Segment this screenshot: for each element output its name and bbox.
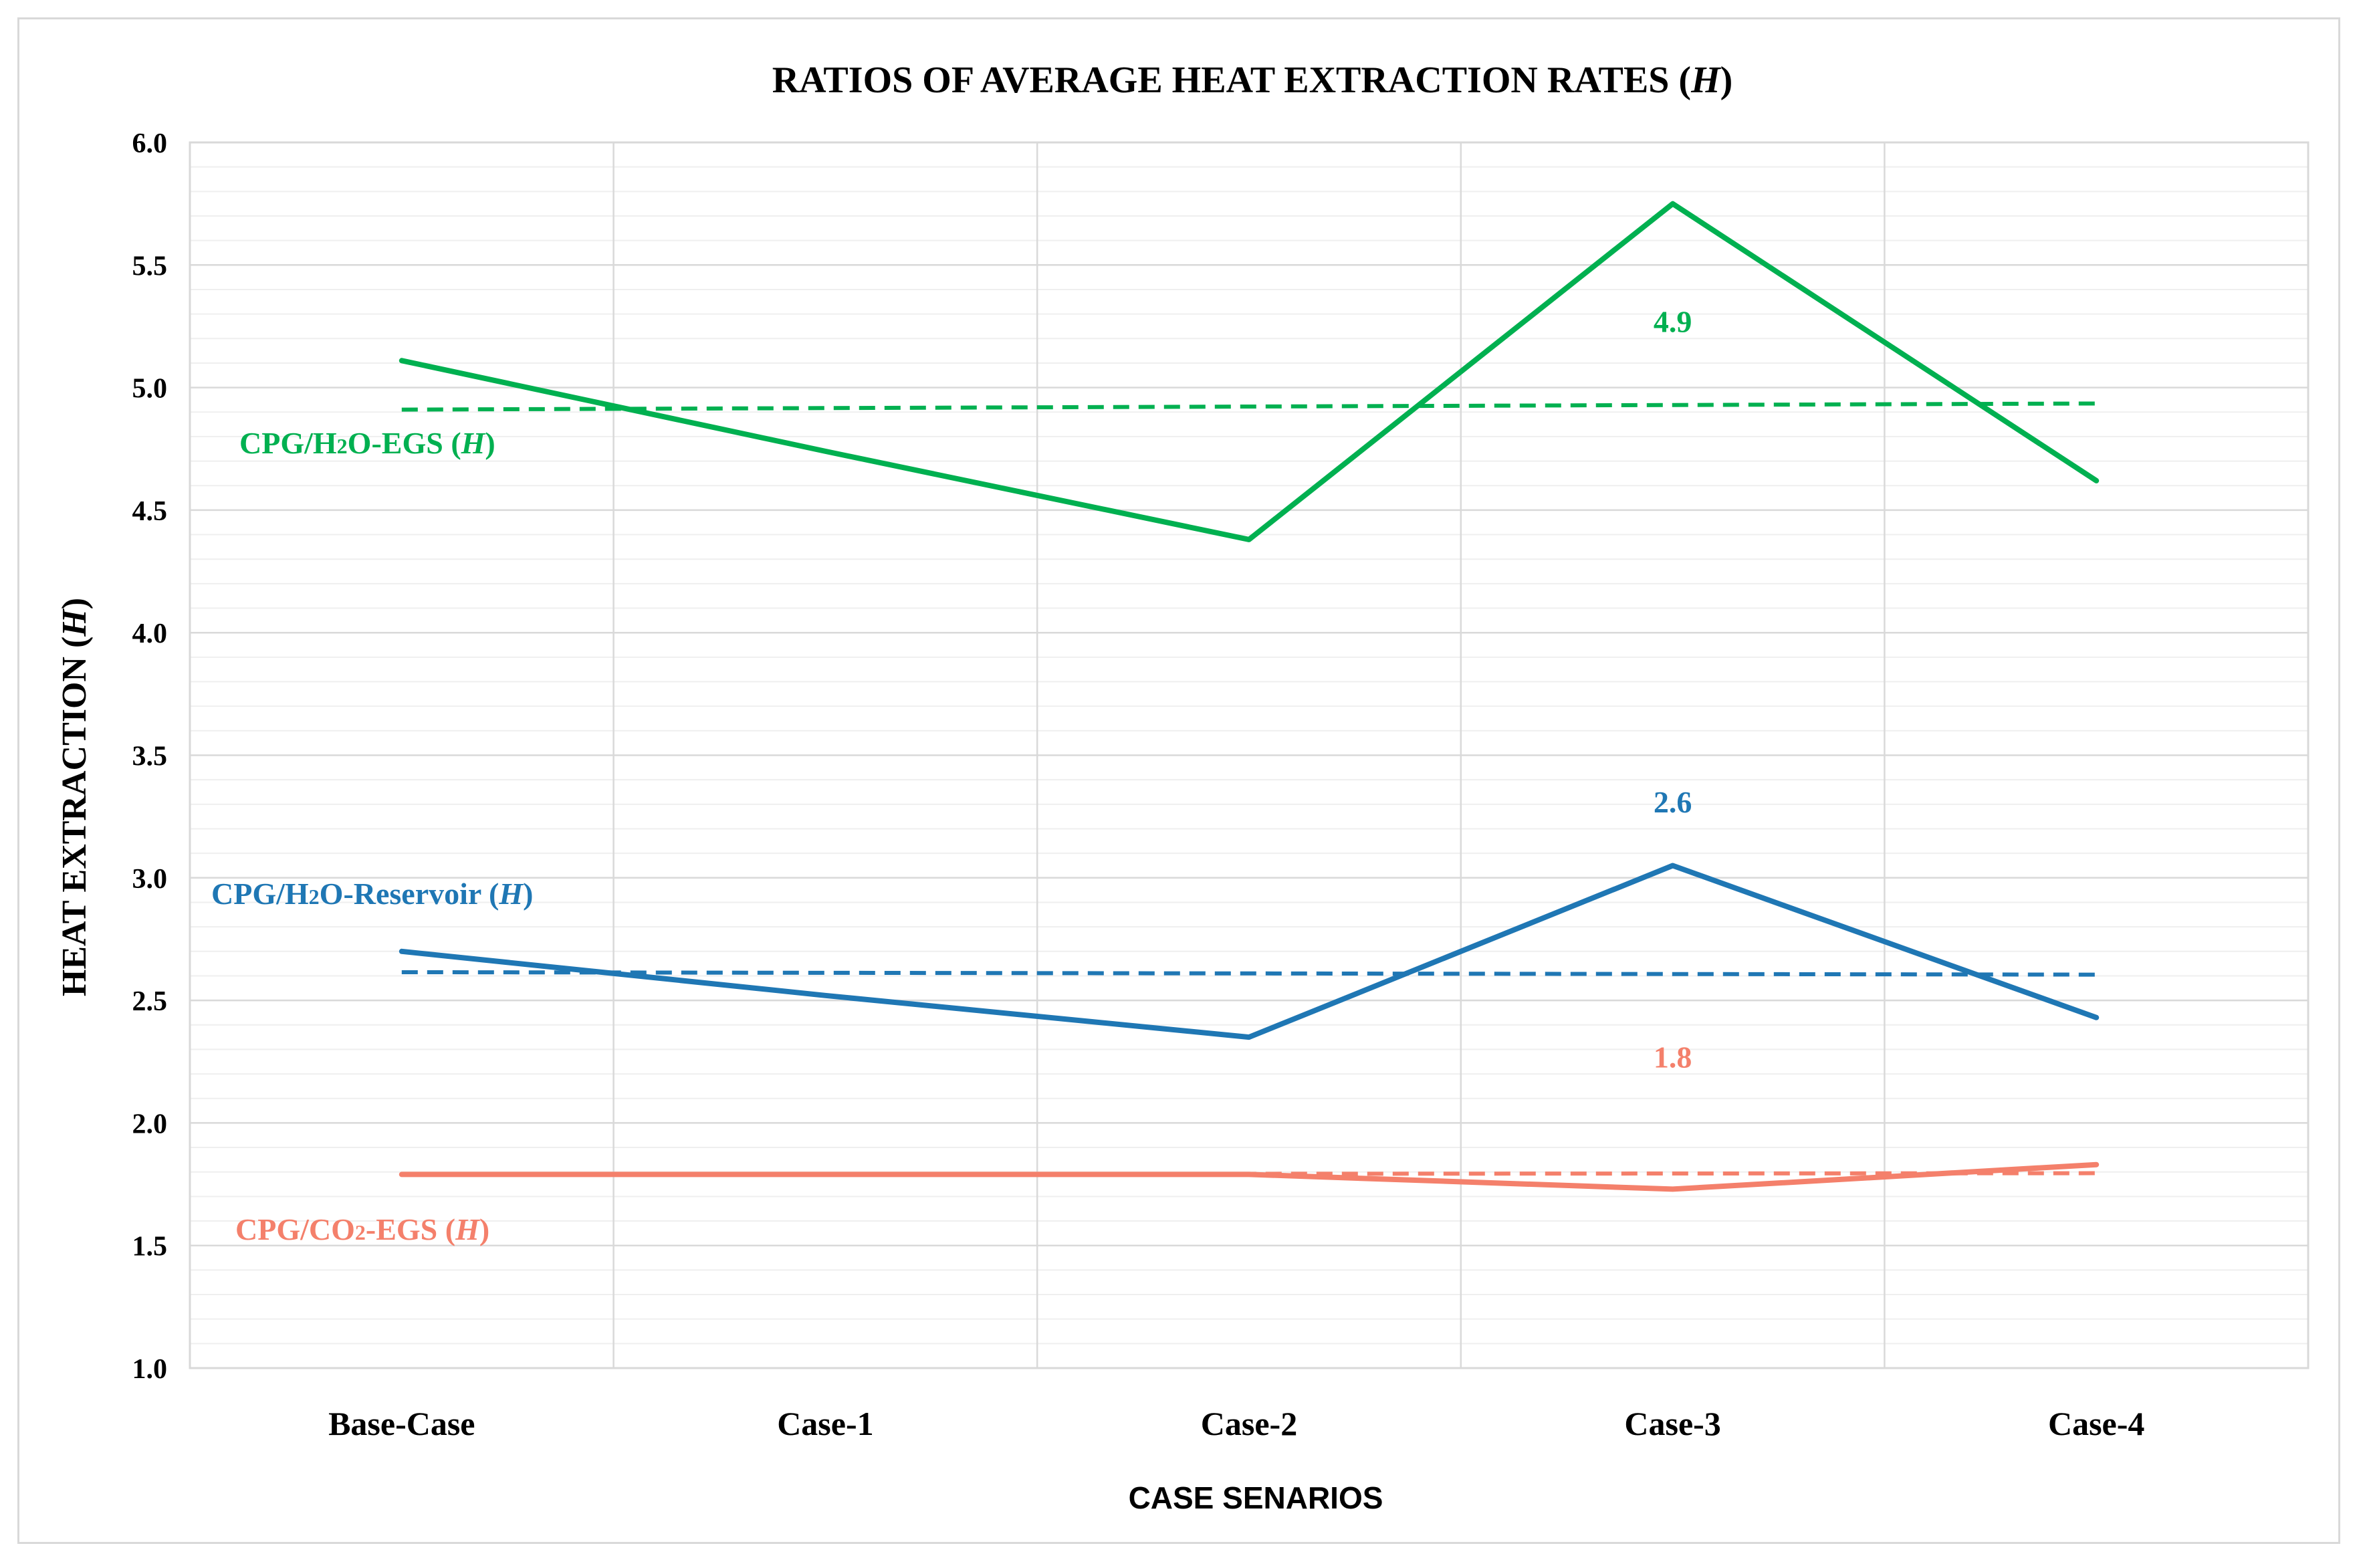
annotation-h2o_reservoir: 2.6 <box>1654 785 1692 819</box>
series-label-h2o_reservoir: CPG/H2O-Reservoir (H) <box>211 877 533 911</box>
x-tick-label: Case-4 <box>2048 1405 2144 1442</box>
y-tick-label: 6.0 <box>132 128 168 159</box>
series-line-h2o_egs <box>399 201 2100 542</box>
y-tick-label: 1.5 <box>132 1232 168 1262</box>
y-tick-label: 5.0 <box>132 374 168 405</box>
annotation-co2_egs: 1.8 <box>1654 1040 1692 1074</box>
x-tick-label: Base-Case <box>328 1405 475 1442</box>
major-gridlines <box>190 141 2308 1369</box>
y-tick-label: 4.0 <box>132 619 168 649</box>
y-axis-title: HEAT EXTRACTION (H) <box>55 598 94 996</box>
chart-title: RATIOS OF AVERAGE HEAT EXTRACTION RATES … <box>772 60 1733 101</box>
plot-area-border <box>189 141 2310 1369</box>
y-tick-label: 1.0 <box>132 1354 168 1385</box>
series-labels: CPG/H2O-EGS (H) CPG/H2O-Reservoir (H) CPG/… <box>211 426 533 1246</box>
y-tick-label: 5.5 <box>132 251 168 282</box>
annotations: 4.9 2.6 1.8 <box>1654 305 1692 1075</box>
y-tick-label: 3.5 <box>132 742 168 772</box>
y-axis-ticks: 1.0 1.5 2.0 2.5 3.0 3.5 4.0 4.5 5.0 5.5 6.0 <box>132 128 168 1385</box>
trendlines <box>401 401 2097 1177</box>
y-tick-label: 2.0 <box>132 1109 168 1139</box>
series-label-co2_egs: CPG/CO2-EGS (H) <box>235 1212 489 1246</box>
series-line-co2_egs <box>399 1161 2100 1192</box>
x-tick-label: Case-1 <box>777 1405 873 1442</box>
x-axis-title: CASE SENARIOS <box>1129 1480 1383 1515</box>
y-tick-label: 2.5 <box>132 986 168 1017</box>
x-tick-label: Case-2 <box>1201 1405 1297 1442</box>
chart-frame <box>17 17 2340 1544</box>
series-lines <box>399 201 2100 1192</box>
y-tick-label: 3.0 <box>132 864 168 895</box>
x-axis-ticks: Base-Case Case-1 Case-2 Case-3 Case-4 <box>328 1405 2144 1442</box>
trendline-h2o_reservoir <box>401 970 2097 977</box>
plot-area <box>189 141 2310 1369</box>
x-tick-label: Case-3 <box>1624 1405 1720 1442</box>
annotation-h2o_egs: 4.9 <box>1654 305 1692 339</box>
trendline-h2o_egs <box>401 401 2097 412</box>
series-label-h2o_egs: CPG/H2O-EGS (H) <box>239 426 495 460</box>
y-tick-label: 4.5 <box>132 496 168 527</box>
series-line-h2o_reservoir <box>399 863 2100 1040</box>
